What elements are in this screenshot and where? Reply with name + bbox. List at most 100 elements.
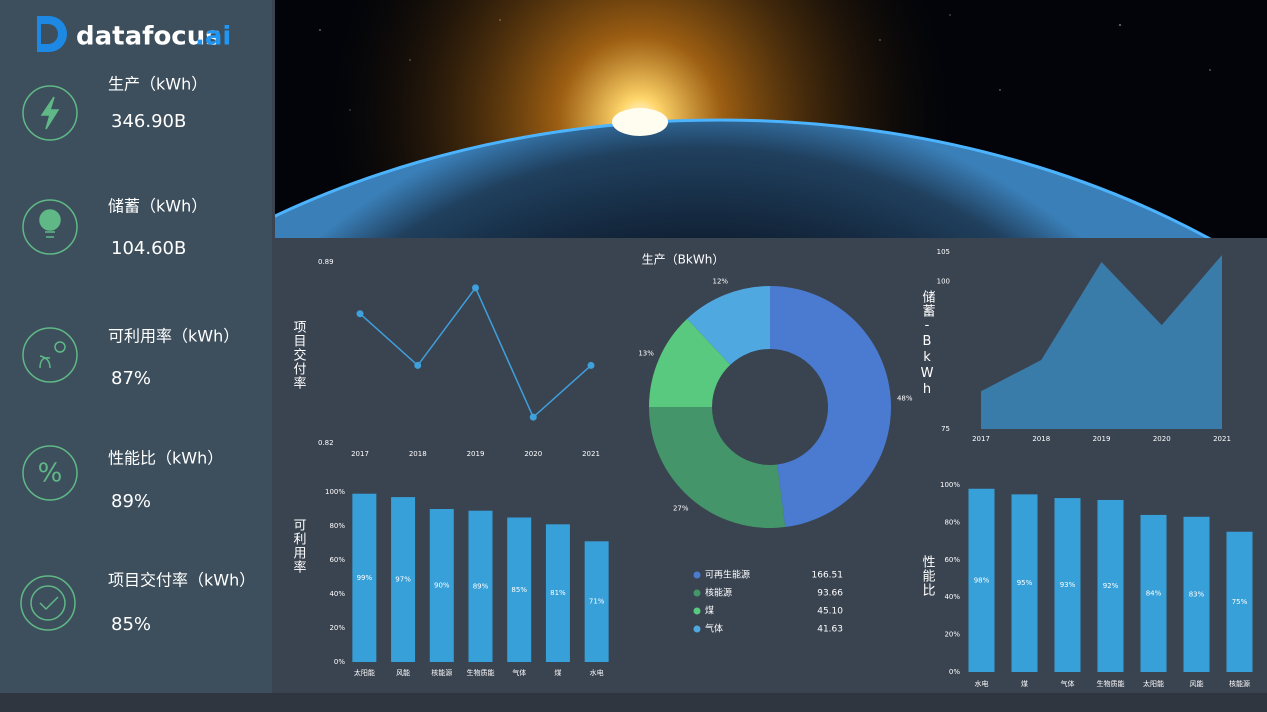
x-tick-label: 2021 bbox=[1213, 435, 1231, 443]
x-tick-label: 水电 bbox=[590, 668, 604, 677]
x-tick-label: 2021 bbox=[582, 450, 600, 458]
chart-title: 生产（BkWh） bbox=[642, 253, 725, 267]
y-tick-label: 100 bbox=[937, 278, 950, 286]
legend-label: 核能源 bbox=[705, 587, 732, 599]
bar-value-label: 81% bbox=[550, 589, 566, 597]
legend-dot bbox=[693, 625, 701, 633]
y-axis-title: 可利用率 bbox=[291, 518, 307, 574]
bar bbox=[1097, 499, 1124, 672]
x-tick-label: 太阳能 bbox=[354, 668, 375, 677]
bar-value-label: 95% bbox=[1017, 579, 1033, 587]
kpi-label: 可利用率（kWh） bbox=[108, 327, 239, 346]
x-tick-label: 2019 bbox=[1093, 435, 1111, 443]
y-tick-label: 0% bbox=[949, 668, 960, 676]
y-tick-label: 40% bbox=[944, 593, 960, 601]
logo-suffix: .ai bbox=[195, 22, 231, 52]
y-tick-label: 80% bbox=[944, 518, 960, 526]
bar bbox=[429, 509, 454, 662]
legend-dot bbox=[693, 607, 701, 615]
y-tick-label: 20% bbox=[944, 631, 960, 639]
y-axis-title: 性能比 bbox=[920, 555, 936, 597]
bar bbox=[1183, 516, 1210, 672]
bar bbox=[352, 493, 377, 662]
line bbox=[359, 286, 592, 419]
bar-value-label: 99% bbox=[357, 574, 373, 582]
bar bbox=[468, 510, 493, 662]
bar-value-label: 84% bbox=[1146, 589, 1162, 597]
y-tick-label: 75 bbox=[941, 425, 950, 433]
bar-value-label: 93% bbox=[1060, 581, 1076, 589]
x-tick-label: 风能 bbox=[396, 668, 410, 677]
x-tick-label: 2020 bbox=[524, 450, 542, 458]
bar-value-label: 89% bbox=[473, 582, 489, 590]
logo: datafocus .ai bbox=[37, 16, 231, 52]
x-tick-label: 2018 bbox=[1032, 435, 1050, 443]
bar bbox=[1140, 514, 1167, 672]
x-tick-label: 生物质能 bbox=[467, 668, 495, 677]
x-tick-label: 气体 bbox=[1061, 679, 1075, 688]
kpi-label: 性能比（kWh） bbox=[108, 449, 223, 468]
legend-label: 可再生能源 bbox=[705, 569, 750, 581]
kpi-value: 87% bbox=[111, 368, 151, 389]
y-tick-label: 80% bbox=[329, 522, 345, 530]
point bbox=[414, 361, 422, 369]
bar-value-label: 83% bbox=[1189, 590, 1205, 598]
bar-value-label: 98% bbox=[974, 576, 990, 584]
bar bbox=[1011, 494, 1038, 672]
x-tick-label: 气体 bbox=[512, 668, 526, 677]
bar-value-label: 90% bbox=[434, 582, 450, 590]
x-tick-label: 2020 bbox=[1153, 435, 1171, 443]
kpi-value: 104.60B bbox=[111, 238, 186, 259]
legend-value: 41.63 bbox=[817, 625, 843, 635]
x-tick-label: 煤 bbox=[1021, 679, 1028, 688]
kpi-icons: % bbox=[20, 85, 78, 631]
svg-text:%: % bbox=[38, 459, 63, 489]
x-tick-label: 生物质能 bbox=[1097, 679, 1125, 688]
y-tick-label: 60% bbox=[944, 556, 960, 564]
y-tick-label: 100% bbox=[940, 481, 960, 489]
bar bbox=[968, 488, 995, 672]
x-tick-label: 2017 bbox=[972, 435, 990, 443]
kpi-value: 346.90B bbox=[111, 111, 186, 132]
bar bbox=[584, 541, 609, 662]
legend-value: 93.66 bbox=[817, 589, 843, 599]
y-tick-label: 60% bbox=[329, 556, 345, 564]
x-tick-label: 2018 bbox=[409, 450, 427, 458]
donut-slice bbox=[687, 286, 770, 365]
legend-label: 气体 bbox=[705, 623, 723, 635]
logo-name: datafocus bbox=[76, 22, 221, 52]
bar bbox=[507, 517, 532, 662]
legend-dot bbox=[693, 571, 701, 579]
kpi-label: 储蓄（kWh） bbox=[108, 197, 207, 216]
bar-value-label: 75% bbox=[1232, 598, 1248, 606]
point bbox=[472, 284, 479, 292]
percent-label: 27% bbox=[673, 504, 689, 512]
bar bbox=[1054, 498, 1081, 672]
percent-label: 13% bbox=[638, 349, 654, 357]
x-tick-label: 2019 bbox=[467, 450, 485, 458]
y-axis-title: 项目交付率 bbox=[291, 320, 307, 390]
x-tick-label: 风能 bbox=[1190, 679, 1204, 688]
bottom-strip bbox=[0, 693, 1267, 712]
donut-slice bbox=[649, 318, 731, 408]
kpi-value: 85% bbox=[111, 614, 151, 635]
legend-value: 166.51 bbox=[812, 571, 844, 581]
bar bbox=[1226, 531, 1253, 672]
x-tick-label: 核能源 bbox=[431, 668, 452, 677]
bar bbox=[545, 524, 570, 662]
x-tick-label: 煤 bbox=[554, 668, 561, 677]
point bbox=[529, 413, 537, 421]
area bbox=[981, 254, 1222, 429]
legend-dot bbox=[693, 589, 701, 597]
y-tick-label: 0.82 bbox=[318, 439, 334, 447]
x-tick-label: 水电 bbox=[975, 679, 989, 688]
kpi-label: 生产（kWh） bbox=[108, 75, 207, 94]
bar bbox=[391, 497, 416, 662]
point bbox=[587, 361, 595, 369]
bar-value-label: 92% bbox=[1103, 582, 1119, 590]
x-tick-label: 2017 bbox=[351, 450, 369, 458]
y-tick-label: 105 bbox=[937, 248, 950, 256]
x-tick-label: 核能源 bbox=[1229, 679, 1250, 688]
point bbox=[356, 310, 364, 318]
